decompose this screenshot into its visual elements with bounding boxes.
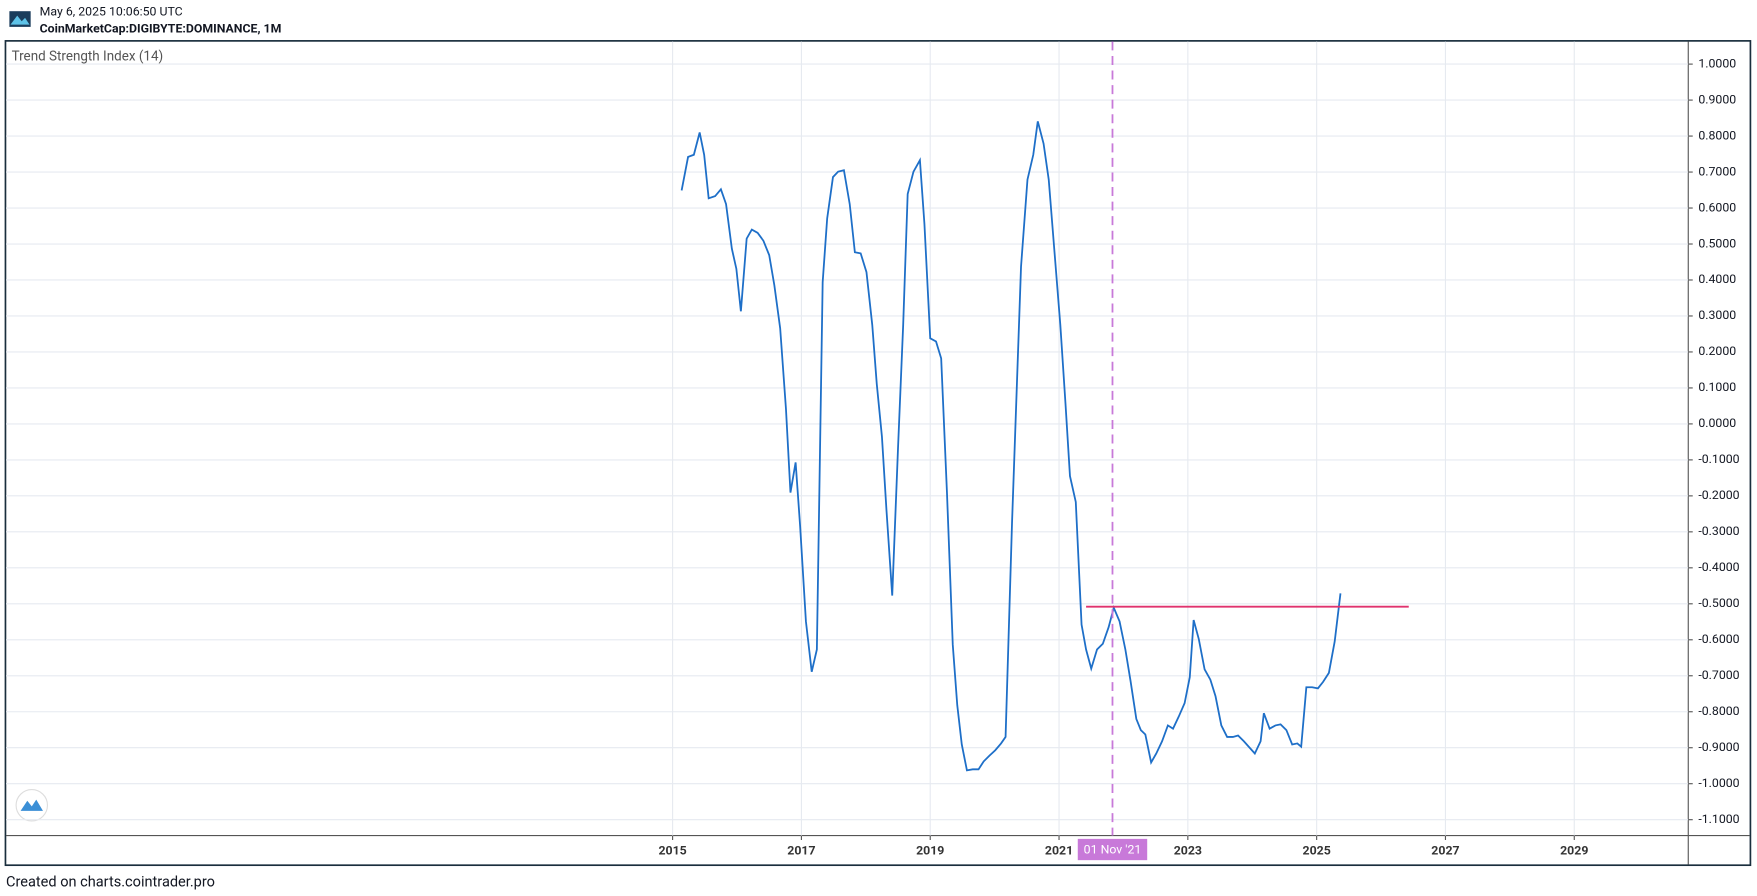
x-tick-label: 2019 bbox=[916, 844, 944, 858]
y-tick-label: -0.8000 bbox=[1698, 705, 1739, 719]
y-tick-label: 0.3000 bbox=[1698, 309, 1736, 323]
y-tick-label: 0.1000 bbox=[1698, 381, 1736, 395]
x-tick-label: 2025 bbox=[1303, 844, 1331, 858]
y-tick-label: -1.1000 bbox=[1698, 813, 1739, 827]
y-tick-label: -1.0000 bbox=[1698, 777, 1739, 791]
header-symbol: CoinMarketCap:DIGIBYTE:DOMINANCE, 1M bbox=[40, 22, 282, 36]
y-tick-label: -0.7000 bbox=[1698, 669, 1739, 683]
y-tick-label: 0.8000 bbox=[1698, 129, 1736, 143]
indicator-label: Trend Strength Index (14) bbox=[12, 50, 164, 65]
data-line bbox=[680, 121, 1342, 772]
y-tick-label: 0.6000 bbox=[1698, 201, 1736, 215]
y-tick-label: 0.0000 bbox=[1698, 417, 1736, 431]
y-tick-label: -0.2000 bbox=[1698, 489, 1739, 503]
logo bbox=[9, 11, 31, 27]
y-tick-label: 0.5000 bbox=[1698, 237, 1736, 251]
crosshair-label: 01 Nov '21 bbox=[1084, 843, 1142, 857]
x-tick-label: 2017 bbox=[787, 844, 815, 858]
y-tick-label: -0.6000 bbox=[1698, 633, 1739, 647]
y-tick-label: 0.9000 bbox=[1698, 93, 1736, 107]
header-date: May 6, 2025 10:06:50 UTC bbox=[40, 6, 183, 20]
y-tick-label: 1.0000 bbox=[1698, 57, 1736, 71]
x-tick-label: 2027 bbox=[1431, 844, 1459, 858]
x-tick-label: 2029 bbox=[1560, 844, 1588, 858]
chart-frame bbox=[4, 40, 1752, 867]
y-tick-label: 0.2000 bbox=[1698, 345, 1736, 359]
y-tick-label: -0.3000 bbox=[1698, 525, 1739, 539]
y-tick-label: -0.9000 bbox=[1698, 741, 1739, 755]
y-tick-label: -0.5000 bbox=[1698, 597, 1739, 611]
x-tick-label: 2015 bbox=[658, 844, 686, 858]
y-tick-label: 0.4000 bbox=[1698, 273, 1736, 287]
y-tick-label: 0.7000 bbox=[1698, 165, 1736, 179]
y-tick-label: -0.1000 bbox=[1698, 453, 1739, 467]
x-tick-label: 2023 bbox=[1174, 844, 1202, 858]
y-tick-label: -0.4000 bbox=[1698, 561, 1739, 575]
footer: Created on charts.cointrader.pro bbox=[6, 872, 215, 890]
x-tick-label: 2021 bbox=[1045, 844, 1073, 858]
crosshair-label-bg bbox=[1077, 838, 1148, 861]
watermark-logo bbox=[15, 789, 49, 822]
grid bbox=[6, 41, 1689, 836]
